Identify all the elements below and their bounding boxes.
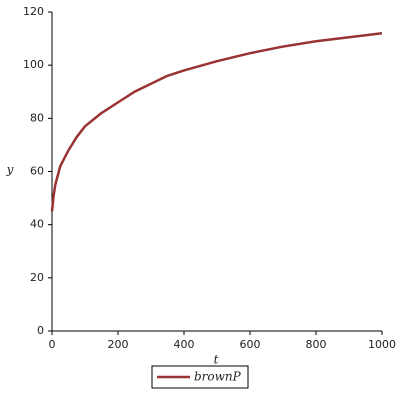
legend-label: brownP <box>194 370 242 384</box>
y-tick-label: 40 <box>30 218 44 231</box>
legend-box <box>151 365 249 389</box>
x-tick-label: 0 <box>49 338 56 351</box>
y-tick-label: 0 <box>37 324 44 337</box>
y-tick-label: 20 <box>30 271 44 284</box>
x-axis-title: t <box>214 353 219 367</box>
x-tick-label: 600 <box>240 338 261 351</box>
x-tick-label: 800 <box>306 338 327 351</box>
y-tick-label: 60 <box>30 165 44 178</box>
series-line <box>50 32 383 212</box>
x-tick-label: 1000 <box>368 338 396 351</box>
y-axis-title: y <box>6 163 14 177</box>
y-tick-label: 120 <box>23 5 44 18</box>
x-tick-label: 400 <box>174 338 195 351</box>
y-tick-label: 80 <box>30 111 44 124</box>
x-tick-label: 200 <box>108 338 129 351</box>
y-tick-label: 100 <box>23 58 44 71</box>
